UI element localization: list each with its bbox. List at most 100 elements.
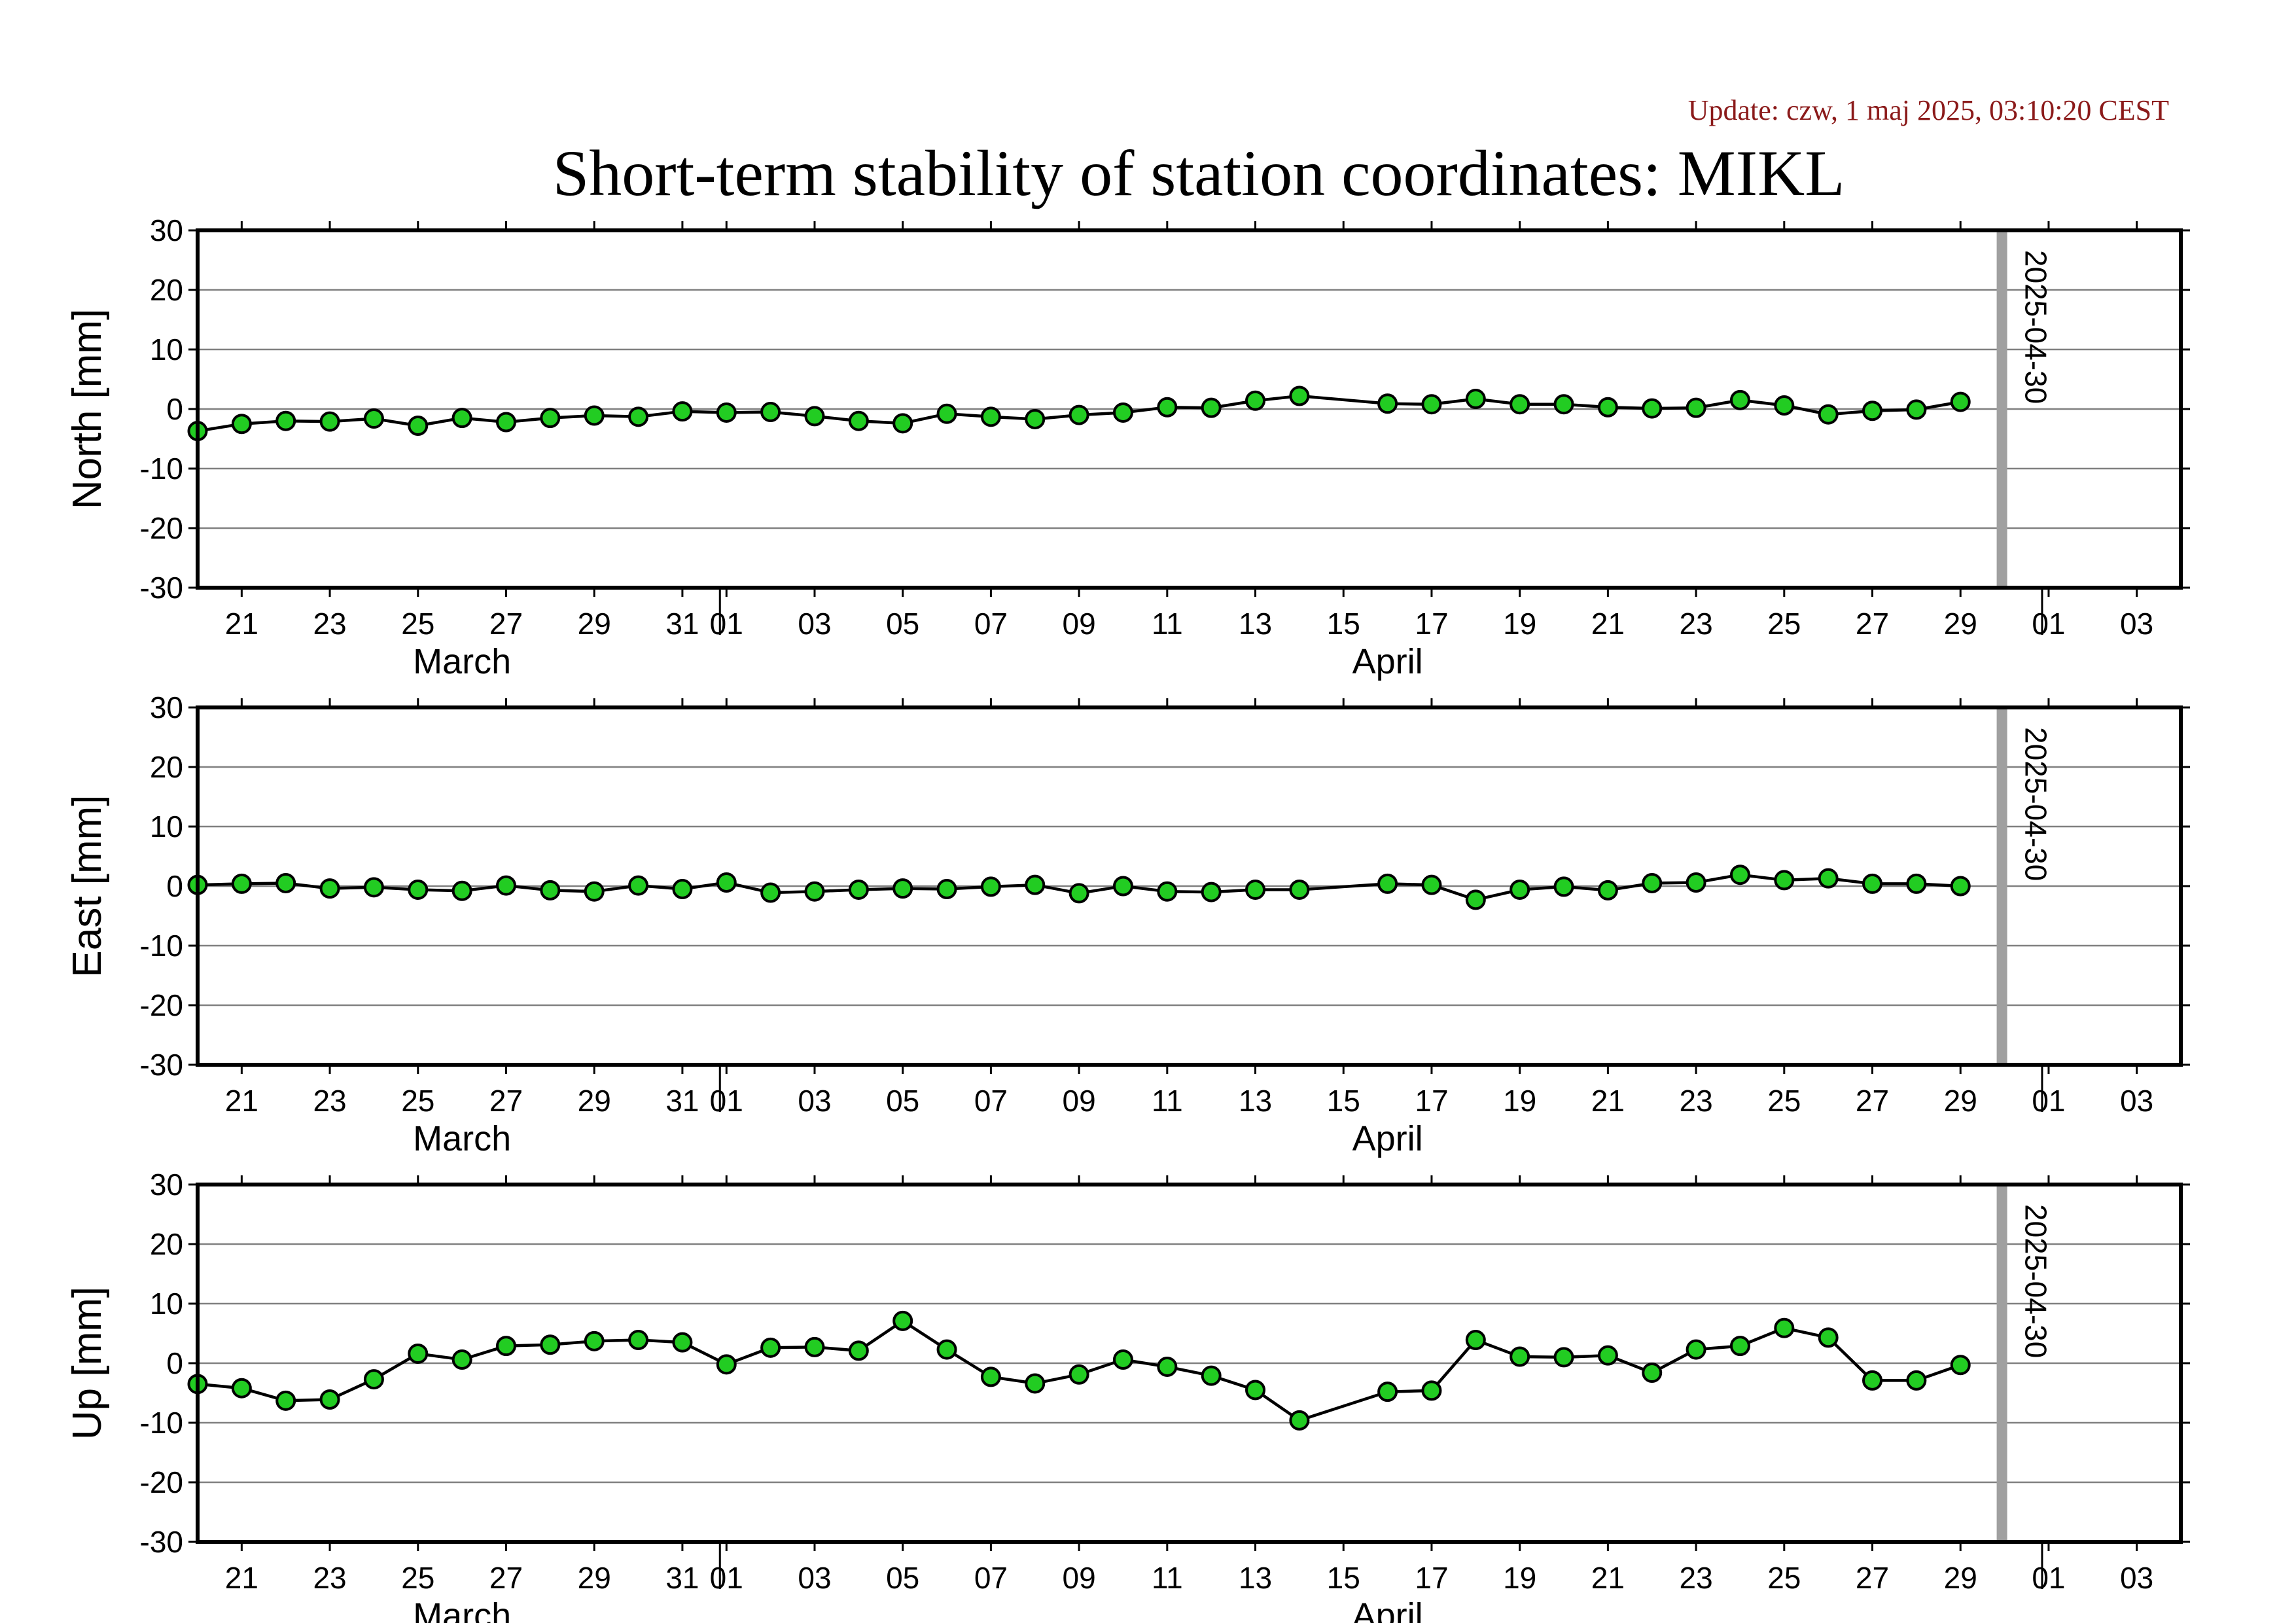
data-point (1862, 401, 1883, 421)
x-tick-label: 01 (710, 1084, 743, 1118)
data-point (716, 402, 737, 423)
data-point (1465, 389, 1486, 410)
data-point (1069, 404, 1089, 425)
data-point (408, 415, 429, 436)
data-point (804, 1336, 825, 1357)
y-tick-label: 30 (150, 690, 183, 724)
y-axis-label: East [mm] (65, 794, 110, 977)
y-tick-label: 20 (150, 273, 183, 307)
data-point (1686, 1339, 1706, 1360)
data-point (1597, 397, 1618, 418)
y-tick-label: 20 (150, 750, 183, 784)
data-point (1553, 1347, 1574, 1368)
chart-title: Short-term stability of station coordina… (553, 137, 1845, 209)
data-point (1553, 394, 1574, 415)
data-point (1245, 879, 1266, 900)
y-tick-label: 10 (150, 1287, 183, 1321)
data-point (760, 402, 781, 423)
plot-frame (196, 1183, 2183, 1544)
data-point (275, 410, 296, 431)
data-point (408, 879, 429, 900)
data-point (1642, 1363, 1663, 1383)
data-point (1465, 1330, 1486, 1351)
x-tick-label: 29 (1944, 1561, 1977, 1595)
month-label: April (1352, 1596, 1423, 1623)
y-tick-label: -30 (140, 1048, 183, 1082)
data-point (1642, 872, 1663, 893)
x-tick-label: 17 (1415, 1561, 1448, 1595)
data-point (936, 879, 957, 900)
y-tick-label: 30 (150, 213, 183, 247)
x-tick-label: 07 (974, 1561, 1008, 1595)
data-point (1201, 1365, 1222, 1386)
data-point (495, 875, 516, 896)
data-point (980, 406, 1001, 427)
series-line (197, 1319, 1961, 1422)
data-point (1818, 404, 1839, 425)
x-tick-label: 11 (1152, 1561, 1183, 1595)
x-tick-label: 25 (401, 1561, 434, 1595)
plot-frame (196, 705, 2183, 1067)
x-tick-label: 29 (1944, 607, 1977, 641)
data-point (1112, 402, 1133, 423)
x-tick-label: 19 (1503, 1561, 1536, 1595)
x-tick-label: 09 (1063, 1561, 1096, 1595)
y-tick-label: 30 (150, 1168, 183, 1202)
x-tick-label: 05 (886, 1561, 919, 1595)
x-tick-label: 15 (1327, 607, 1360, 641)
x-tick-label: 01 (710, 607, 743, 641)
data-point (1245, 390, 1266, 411)
data-point (1421, 874, 1442, 895)
data-point (540, 408, 561, 429)
y-tick-label: -20 (140, 1465, 183, 1499)
data-point (628, 875, 649, 896)
data-point (1245, 1380, 1266, 1400)
data-point (1862, 1370, 1883, 1391)
x-tick-label: 23 (313, 607, 346, 641)
data-point (1950, 391, 1971, 412)
x-tick-label: 29 (578, 1561, 611, 1595)
data-point (672, 879, 693, 900)
data-point (1510, 394, 1530, 415)
data-point (275, 1390, 296, 1411)
data-point (1510, 1346, 1530, 1367)
data-point (672, 1332, 693, 1353)
month-label: April (1352, 642, 1423, 681)
x-tick-label: 27 (489, 607, 523, 641)
data-point (892, 878, 913, 899)
data-point (1906, 399, 1927, 420)
x-tick-label: 03 (2120, 1561, 2153, 1595)
x-tick-label: 25 (401, 607, 434, 641)
y-tick-label: 0 (166, 392, 183, 426)
x-tick-label: 31 (665, 1084, 699, 1118)
y-tick-label: -10 (140, 929, 183, 963)
x-tick-label: 27 (1856, 607, 1889, 641)
y-tick-label: -10 (140, 1406, 183, 1440)
data-point (1553, 876, 1574, 897)
month-label: March (413, 1119, 511, 1158)
update-timestamp: Update: czw, 1 maj 2025, 03:10:20 CEST (1688, 94, 2169, 126)
x-tick-label: 27 (1856, 1561, 1889, 1595)
data-point (231, 414, 252, 435)
x-tick-label: 27 (489, 1084, 523, 1118)
data-point (319, 411, 340, 432)
data-point (584, 405, 605, 426)
series-line (197, 873, 1961, 902)
x-tick-label: 13 (1239, 1561, 1272, 1595)
data-point (1818, 1327, 1839, 1348)
y-tick-label: -30 (140, 1525, 183, 1559)
x-tick-label: 11 (1152, 607, 1183, 641)
data-point (1818, 868, 1839, 889)
x-tick-label: 21 (1591, 607, 1625, 641)
data-point (1289, 385, 1310, 406)
x-tick-label: 29 (578, 607, 611, 641)
x-tick-label: 01 (2032, 607, 2065, 641)
data-point (804, 406, 825, 427)
data-point (1025, 1373, 1046, 1394)
data-point (1950, 876, 1971, 897)
data-point (363, 408, 384, 429)
data-point (1950, 1355, 1971, 1376)
x-tick-label: 23 (313, 1561, 346, 1595)
